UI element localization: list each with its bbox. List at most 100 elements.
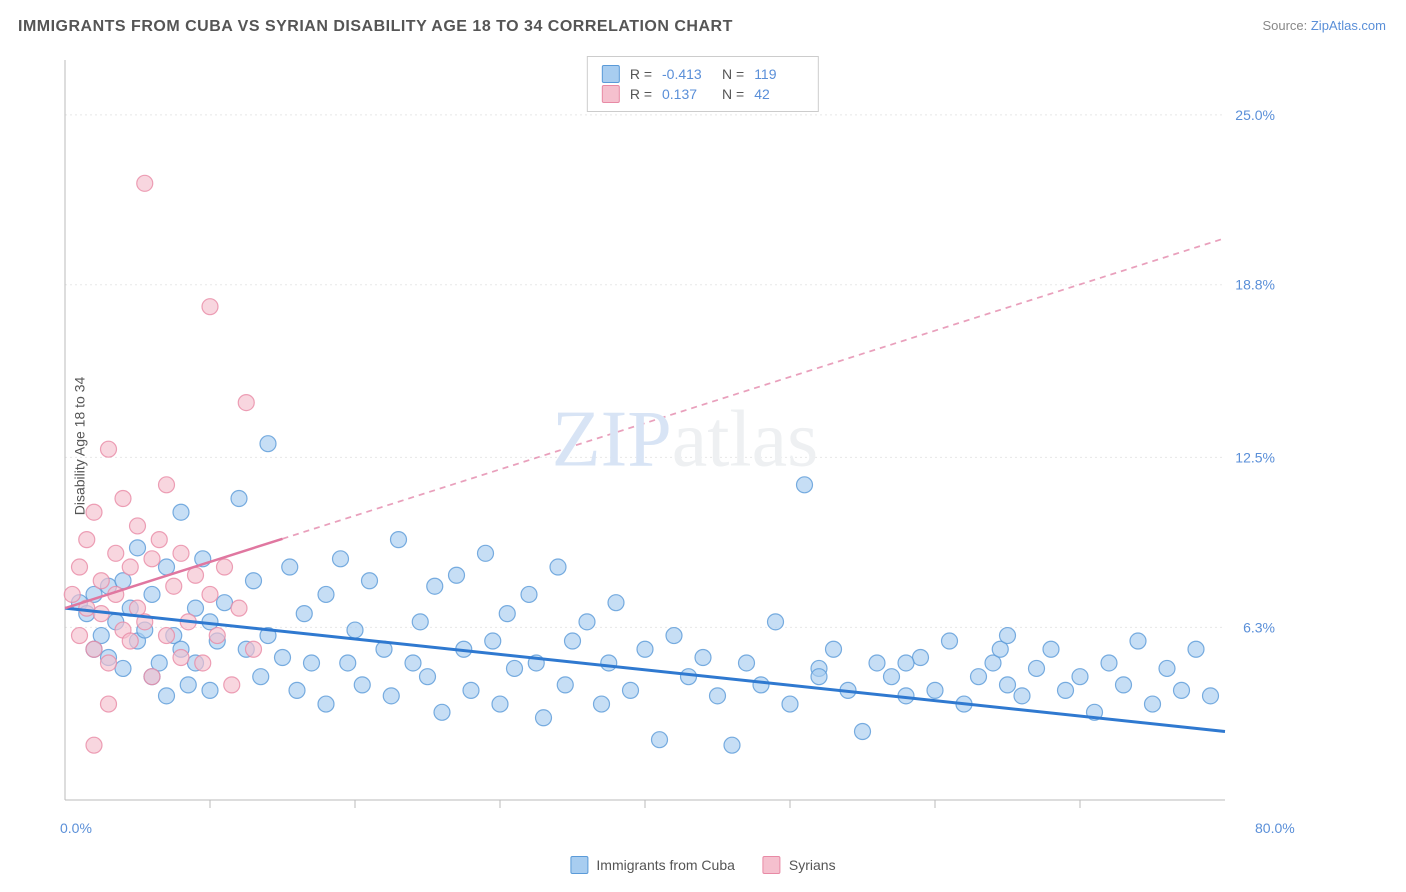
data-point [289,682,305,698]
data-point [637,641,653,657]
data-point [246,641,262,657]
data-point [1203,688,1219,704]
data-point [72,628,88,644]
data-point [898,655,914,671]
data-point [144,551,160,567]
legend-swatch [602,85,620,103]
data-point [536,710,552,726]
data-point [260,436,276,452]
correlation-row: R =-0.413N =119 [602,65,804,83]
data-point [173,545,189,561]
data-point [412,614,428,630]
n-value: 119 [754,66,804,82]
data-point [115,491,131,507]
data-point [101,655,117,671]
data-point [811,669,827,685]
data-point [86,737,102,753]
data-point [594,696,610,712]
data-point [420,669,436,685]
data-point [507,660,523,676]
data-point [1000,677,1016,693]
source-link[interactable]: ZipAtlas.com [1311,18,1386,33]
data-point [173,649,189,665]
data-point [710,688,726,704]
data-point [101,441,117,457]
data-point [565,633,581,649]
data-point [79,532,95,548]
data-point [217,595,233,611]
scatter-chart: 6.3%12.5%18.8%25.0% [55,50,1315,830]
data-point [1072,669,1088,685]
data-point [159,477,175,493]
series-legend: Immigrants from Cuba Syrians [570,856,835,874]
data-point [1174,682,1190,698]
r-label: R = [630,66,652,82]
legend-label: Syrians [789,857,836,873]
legend-swatch [570,856,588,874]
n-label: N = [722,86,744,102]
data-point [86,641,102,657]
chart-area: ZIPatlas 6.3%12.5%18.8%25.0% [55,50,1315,830]
legend-label: Immigrants from Cuba [596,857,734,873]
data-point [209,628,225,644]
data-point [1101,655,1117,671]
data-point [739,655,755,671]
data-point [753,677,769,693]
data-point [144,669,160,685]
correlation-legend: R =-0.413N =119R =0.137N =42 [587,56,819,112]
trend-line [65,608,1225,731]
correlation-row: R = 0.137 N = 42 [602,85,804,103]
data-point [391,532,407,548]
data-point [652,732,668,748]
data-point [869,655,885,671]
n-value: 42 [754,86,804,102]
data-point [130,518,146,534]
data-point [108,545,124,561]
data-point [347,622,363,638]
data-point [797,477,813,493]
data-point [173,504,189,520]
data-point [93,573,109,589]
x-axis-max-label: 80.0% [1255,820,1295,836]
data-point [1159,660,1175,676]
data-point [855,723,871,739]
data-point [86,504,102,520]
data-point [826,641,842,657]
data-point [166,578,182,594]
data-point [579,614,595,630]
data-point [304,655,320,671]
data-point [499,606,515,622]
r-value: 0.137 [662,86,712,102]
x-axis-min-label: 0.0% [60,820,92,836]
data-point [231,600,247,616]
legend-swatch [763,856,781,874]
data-point [231,491,247,507]
data-point [550,559,566,575]
data-point [195,655,211,671]
data-point [340,655,356,671]
data-point [463,682,479,698]
data-point [122,633,138,649]
data-point [362,573,378,589]
source-prefix: Source: [1262,18,1310,33]
data-point [449,567,465,583]
data-point [224,677,240,693]
data-point [101,696,117,712]
chart-title: IMMIGRANTS FROM CUBA VS SYRIAN DISABILIT… [18,18,733,36]
data-point [122,559,138,575]
trend-line-extrapolated [283,238,1226,539]
data-point [521,586,537,602]
data-point [202,682,218,698]
data-point [130,540,146,556]
data-point [115,660,131,676]
data-point [188,567,204,583]
data-point [246,573,262,589]
data-point [1000,628,1016,644]
data-point [217,559,233,575]
data-point [434,704,450,720]
data-point [623,682,639,698]
data-point [913,649,929,665]
r-label: R = [630,86,652,102]
data-point [478,545,494,561]
svg-text:12.5%: 12.5% [1235,449,1275,465]
